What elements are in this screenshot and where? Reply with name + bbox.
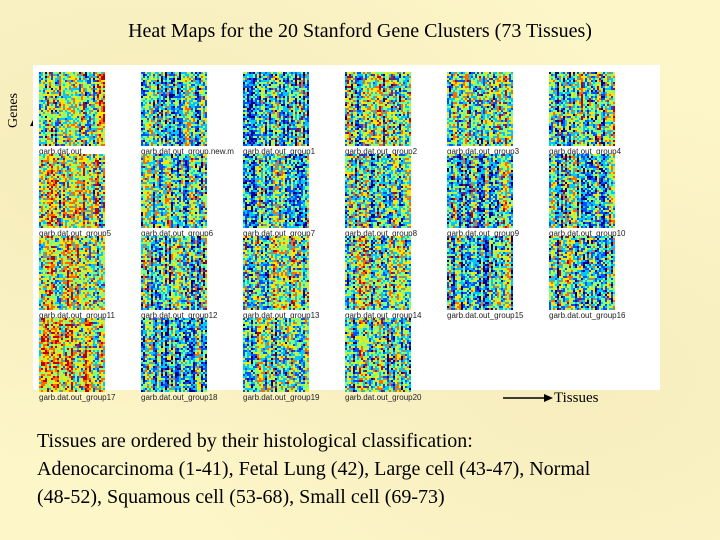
- heatmap-tile: [39, 72, 105, 146]
- heatmap-tile: [447, 154, 513, 228]
- heatmap-tile: [549, 154, 615, 228]
- heatmap-tile-label: garb.dat.out_group19: [243, 393, 320, 402]
- heatmap-tile: [447, 236, 513, 310]
- heatmap-tile: [243, 154, 309, 228]
- heatmap-tile: [345, 318, 411, 392]
- heatmap-tile: [141, 236, 207, 310]
- heatmap-tile-label: garb.dat.out_group11: [39, 311, 115, 320]
- caption-line-2: Adenocarcinoma (1-41), Fetal Lung (42), …: [37, 455, 712, 483]
- heatmap-tile-label: garb.dat.out_group16: [549, 311, 626, 320]
- heatmap-tile: [39, 318, 105, 392]
- heatmap-tile-label: garb.dat.out_group14: [345, 311, 422, 320]
- heatmap-tile-label: garb.dat.out_group10: [549, 229, 626, 238]
- genes-axis-label: Genes: [6, 93, 26, 128]
- heatmap-tile-label: garb.dat.out_group12: [141, 311, 218, 320]
- caption-line-3: (48-52), Squamous cell (53-68), Small ce…: [37, 483, 712, 511]
- caption-line-1: Tissues are ordered by their histologica…: [37, 427, 712, 455]
- heatmap-tile: [141, 72, 207, 146]
- heatmap-tile: [141, 154, 207, 228]
- heatmap-tile-label: garb.dat.out_group15: [447, 311, 524, 320]
- heatmap-tile-label: garb.dat.out_group3: [447, 147, 519, 156]
- heatmap-tile-label: garb.dat.out: [39, 147, 82, 156]
- heatmap-tile-label: garb.dat.out_group2: [345, 147, 417, 156]
- heatmap-tile-label: garb.dat.out_group17: [39, 393, 116, 402]
- heatmap-tile: [345, 154, 411, 228]
- heatmap-tile-label: garb.dat.out_group5: [39, 229, 111, 238]
- heatmap-tile-label: garb.dat.out_group1: [243, 147, 315, 156]
- heatmap-tile: [39, 154, 105, 228]
- heatmap-tile: [243, 236, 309, 310]
- heatmap-tile: [243, 72, 309, 146]
- heatmap-tile-label: garb.dat.out_group8: [345, 229, 417, 238]
- heatmap-tile-label: garb.dat.out_group13: [243, 311, 320, 320]
- heatmap-tile-label: garb.dat.out_group18: [141, 393, 218, 402]
- slide-title: Heat Maps for the 20 Stanford Gene Clust…: [0, 18, 720, 44]
- heatmap-tile-label: garb.dat.out_group.new.m: [141, 147, 234, 156]
- heatmap-tile: [243, 318, 309, 392]
- heatmap-tile-label: garb.dat.out_group4: [549, 147, 621, 156]
- heatmap-tile: [549, 72, 615, 146]
- heatmap-tile: [549, 236, 615, 310]
- heatmap-tile: [141, 318, 207, 392]
- caption: Tissues are ordered by their histologica…: [37, 427, 712, 511]
- heatmap-grid: garb.dat.out garb.dat.out_group.new.m garb…: [33, 65, 660, 402]
- tissues-axis-arrow-icon: [503, 394, 553, 402]
- heatmap-tile-label: garb.dat.out_group6: [141, 229, 213, 238]
- heatmap-tile-label: garb.dat.out_group9: [447, 229, 519, 238]
- tissues-axis-label: Tissues: [554, 390, 598, 407]
- heatmap-tile-label: garb.dat.out_group7: [243, 229, 315, 238]
- heatmap-tile: [345, 236, 411, 310]
- heatmap-tile: [345, 72, 411, 146]
- heatmap-tile: [39, 236, 105, 310]
- heatmap-tile: [447, 72, 513, 146]
- heatmap-tile-label: garb.dat.out_group20: [345, 393, 422, 402]
